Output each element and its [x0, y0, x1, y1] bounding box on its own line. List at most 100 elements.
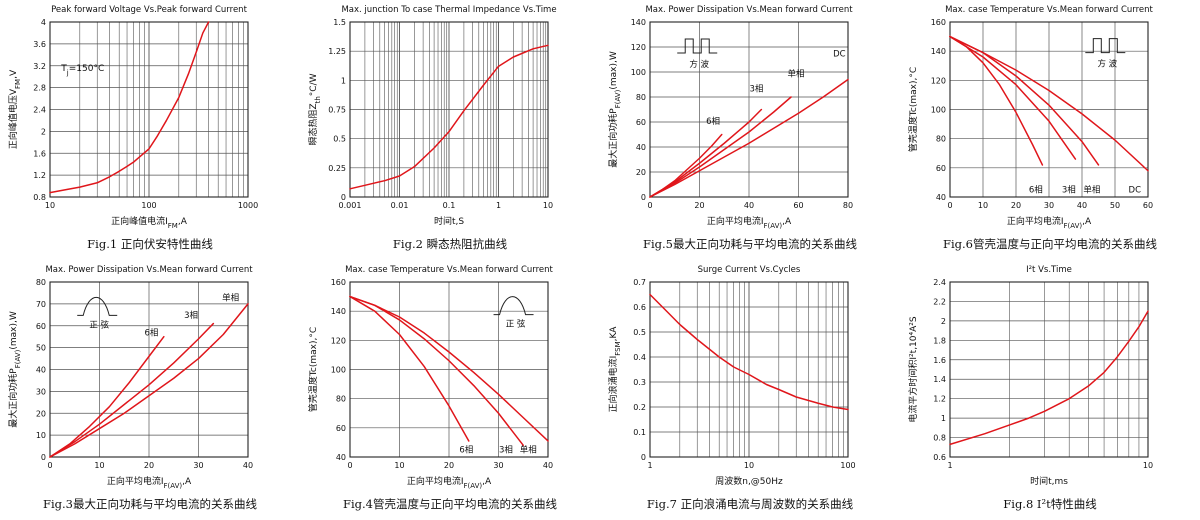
y-axis-label: 瞬态热阻Zth°C/W [307, 73, 322, 145]
y-tick-label: 0 [641, 453, 646, 462]
x-axis-label: 正向平均电流IF(AV),A [707, 215, 792, 230]
caption-fig6: Fig.6管壳温度与正向平均电流的关系曲线 [943, 237, 1157, 251]
chart-title: Max. junction To case Thermal Impedance … [341, 5, 556, 15]
y-tick-label: 3.6 [33, 40, 46, 49]
y-tick-label: 1.5 [333, 18, 346, 27]
series-line-0 [949, 35, 1044, 166]
y-tick-label: 80 [336, 395, 346, 404]
panel-fig8: I²t Vs.Time 1 10 0.6 0.8 1 1.2 1.4 1.6 1.8 2 2.2 2.4… [900, 260, 1200, 520]
x-tick-label: 40 [543, 461, 553, 470]
y-tick-label: 120 [931, 76, 946, 85]
series-label: DC [833, 49, 846, 59]
series-label: 3相 [184, 310, 198, 321]
sine-half-wave-icon [493, 296, 534, 316]
x-axis-label: 周波数n,@50Hz [715, 475, 783, 487]
series-line [949, 310, 1149, 446]
y-tick-label: 0.6 [633, 303, 646, 312]
y-tick-label: 0.7 [633, 278, 646, 287]
y-tick-label: 60 [936, 164, 946, 173]
y-tick-label: 80 [636, 93, 646, 102]
plot-frame [349, 21, 549, 198]
plot-frame [49, 281, 249, 458]
y-tick-label: 20 [636, 168, 646, 177]
x-tick-label: 60 [793, 201, 803, 210]
y-tick-label: 50 [36, 344, 46, 353]
x-tick-label: 20 [444, 461, 454, 470]
y-tick-label: 2.4 [933, 278, 946, 287]
chart-title: Max. Power Dissipation Vs.Mean forward C… [645, 5, 853, 15]
x-tick-label: 60 [1143, 201, 1153, 210]
y-tick-label: 100 [331, 366, 346, 375]
y-axis-label: 最大正向功耗PF(AV)(max),W [7, 311, 22, 428]
grid-lines [649, 21, 849, 198]
x-tick-label: 10 [543, 201, 553, 210]
x-tick-label: 10 [45, 201, 55, 210]
y-tick-label: 40 [636, 143, 646, 152]
series-line [49, 21, 210, 194]
y-tick-label: 1.4 [933, 375, 946, 384]
grid-lines [949, 21, 1149, 198]
panel-fig6: Max. case Temperature Vs.Mean forward Cu… [900, 0, 1200, 260]
chart-fig8: I²t Vs.Time 1 10 0.6 0.8 1 1.2 1.4 1.6 1.8 2 2.2 2.4… [907, 265, 1153, 487]
inset-label: 正 弦 [506, 319, 526, 330]
x-tick-label: 30 [493, 461, 503, 470]
chart-fig1: Peak forward Voltage Vs.Peak forward Cur… [7, 5, 258, 230]
series-line-2 [49, 303, 249, 458]
x-tick-label: 10 [978, 201, 988, 210]
series-line-3 [949, 35, 1149, 172]
chart-fig3: Max. Power Dissipation Vs.Mean forward C… [7, 265, 253, 490]
grid-lines [349, 21, 548, 198]
x-axis-label: 时间t,ms [1030, 475, 1068, 487]
grid-lines [49, 21, 248, 198]
chart-fig6: Max. case Temperature Vs.Mean forward Cu… [907, 5, 1154, 230]
x-tick-label: 0.01 [391, 201, 409, 210]
x-tick-label: 0 [947, 201, 952, 210]
series-label: 3相 [1062, 185, 1076, 196]
series-line-1 [49, 322, 215, 458]
x-tick-label: 10 [1143, 461, 1153, 470]
caption-fig3: Fig.3最大正向功耗与平均电流的关系曲线 [43, 497, 257, 511]
y-tick-label: 40 [36, 366, 46, 375]
x-tick-label: 10 [394, 461, 404, 470]
x-tick-label: 50 [1110, 201, 1120, 210]
series-line-1 [649, 108, 763, 198]
x-tick-label: 20 [144, 461, 154, 470]
square-wave-icon [1085, 38, 1126, 54]
y-tick-label: 1.6 [33, 149, 46, 158]
chart-title: I²t Vs.Time [1026, 265, 1072, 275]
y-tick-label: 1.2 [933, 395, 946, 404]
y-tick-label: 120 [331, 336, 346, 345]
y-tick-label: 0.25 [328, 164, 346, 173]
series-label: 6相 [1029, 185, 1043, 196]
x-tick-label: 1 [496, 201, 501, 210]
x-tick-label: 0 [47, 461, 52, 470]
y-tick-label: 1.6 [933, 356, 946, 365]
x-tick-label: 20 [694, 201, 704, 210]
grid-lines [649, 281, 848, 458]
y-tick-label: 0 [341, 193, 346, 202]
x-axis-label: 正向平均电流IF(AV),A [107, 475, 192, 490]
series-label: 6相 [706, 116, 720, 127]
series-line-2 [949, 35, 1100, 166]
x-tick-label: 40 [1077, 201, 1087, 210]
y-tick-label: 0.3 [633, 378, 646, 387]
y-tick-label: 2.8 [33, 84, 46, 93]
chart-title: Max. case Temperature Vs.Mean forward Cu… [945, 5, 1153, 15]
square-wave-icon [677, 38, 718, 54]
x-tick-label: 0.1 [443, 201, 456, 210]
x-tick-label: 1 [947, 461, 952, 470]
y-tick-label: 160 [931, 18, 946, 27]
y-axis-label: 最大正向功耗PF(AV)(max),W [607, 51, 622, 168]
series-label: 3相 [749, 83, 763, 94]
y-tick-label: 0.4 [633, 353, 646, 362]
y-tick-label: 0.75 [328, 106, 346, 115]
y-tick-label: 2.4 [33, 106, 46, 115]
plot-frame [949, 281, 1149, 458]
sine-half-wave-icon [77, 296, 118, 316]
x-tick-label: 1000 [238, 201, 258, 210]
series-label: 3相 [499, 445, 513, 456]
inset-label: 方 波 [689, 59, 709, 70]
x-tick-label: 40 [744, 201, 754, 210]
x-tick-label: 10 [744, 461, 754, 470]
x-tick-label: 20 [1011, 201, 1021, 210]
